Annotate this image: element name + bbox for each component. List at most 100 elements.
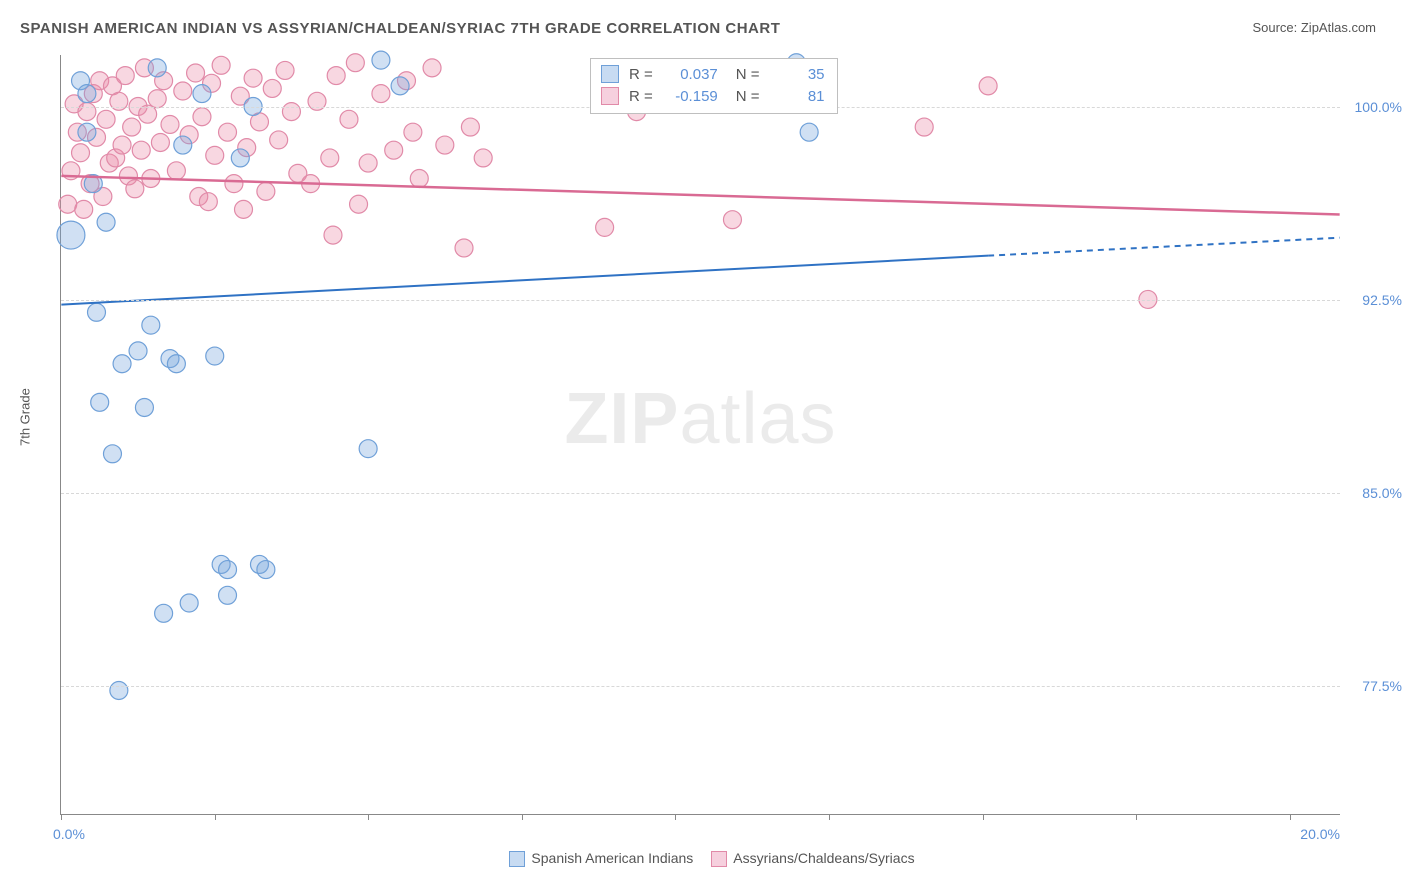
legend-swatch (711, 851, 727, 867)
scatter-point (59, 195, 77, 213)
legend-n-label: N = (736, 88, 760, 105)
correlation-chart: SPANISH AMERICAN INDIAN VS ASSYRIAN/CHAL… (20, 20, 1386, 872)
scatter-point (346, 54, 364, 72)
x-tick (983, 814, 984, 820)
scatter-point (91, 393, 109, 411)
chart-source: Source: ZipAtlas.com (1252, 20, 1376, 35)
scatter-point (139, 105, 157, 123)
scatter-point (282, 103, 300, 121)
scatter-point (244, 69, 262, 87)
regression-line (61, 176, 1339, 215)
legend-swatch (601, 87, 619, 105)
x-tick (675, 814, 676, 820)
scatter-point (350, 195, 368, 213)
scatter-point (461, 118, 479, 136)
scatter-point (410, 170, 428, 188)
scatter-point (219, 561, 237, 579)
legend-n-value: 35 (770, 66, 825, 83)
scatter-point (167, 162, 185, 180)
scatter-point (276, 61, 294, 79)
scatter-point (257, 561, 275, 579)
scatter-point (167, 355, 185, 373)
scatter-point (372, 51, 390, 69)
scatter-point (161, 115, 179, 133)
correlation-legend: R = 0.037 N = 35 R = -0.159 N = 81 (590, 58, 838, 114)
legend-r-label: R = (629, 66, 653, 83)
scatter-point (148, 59, 166, 77)
scatter-point (219, 123, 237, 141)
scatter-point (385, 141, 403, 159)
scatter-point (148, 90, 166, 108)
scatter-point (219, 586, 237, 604)
scatter-point (78, 123, 96, 141)
scatter-point (359, 154, 377, 172)
scatter-point (142, 316, 160, 334)
x-tick (829, 814, 830, 820)
y-tick-label: 92.5% (1347, 292, 1402, 308)
scatter-point (212, 56, 230, 74)
plot-svg (61, 55, 1340, 814)
scatter-point (151, 133, 169, 151)
scatter-point (110, 92, 128, 110)
scatter-point (97, 110, 115, 128)
grid-line (61, 300, 1340, 301)
scatter-point (57, 221, 85, 249)
scatter-point (78, 85, 96, 103)
scatter-point (103, 445, 121, 463)
scatter-point (187, 64, 205, 82)
x-tick (368, 814, 369, 820)
x-max-label: 20.0% (1300, 826, 1340, 842)
scatter-point (113, 355, 131, 373)
scatter-point (359, 440, 377, 458)
scatter-point (723, 211, 741, 229)
scatter-point (78, 103, 96, 121)
x-tick (215, 814, 216, 820)
scatter-point (193, 85, 211, 103)
scatter-point (436, 136, 454, 154)
y-tick-label: 100.0% (1347, 99, 1402, 115)
chart-title: SPANISH AMERICAN INDIAN VS ASSYRIAN/CHAL… (20, 20, 780, 37)
scatter-point (308, 92, 326, 110)
scatter-point (404, 123, 422, 141)
scatter-point (129, 342, 147, 360)
scatter-point (231, 149, 249, 167)
scatter-point (135, 398, 153, 416)
legend-swatch (509, 851, 525, 867)
x-tick (522, 814, 523, 820)
scatter-point (126, 180, 144, 198)
y-tick-label: 77.5% (1347, 678, 1402, 694)
scatter-point (97, 213, 115, 231)
scatter-point (257, 182, 275, 200)
scatter-point (321, 149, 339, 167)
scatter-point (206, 347, 224, 365)
grid-line (61, 493, 1340, 494)
legend-row: R = 0.037 N = 35 (601, 63, 825, 85)
legend-r-label: R = (629, 88, 653, 105)
scatter-point (324, 226, 342, 244)
legend-n-value: 81 (770, 88, 825, 105)
scatter-point (88, 303, 106, 321)
legend-r-value: -0.159 (663, 88, 718, 105)
scatter-point (174, 136, 192, 154)
legend-n-label: N = (736, 66, 760, 83)
bottom-legend: Spanish American IndiansAssyrians/Chalde… (20, 850, 1386, 867)
scatter-point (979, 77, 997, 95)
scatter-point (155, 604, 173, 622)
scatter-point (132, 141, 150, 159)
legend-series-label: Spanish American Indians (531, 850, 693, 866)
legend-row: R = -0.159 N = 81 (601, 85, 825, 107)
scatter-point (800, 123, 818, 141)
scatter-point (474, 149, 492, 167)
x-tick (1290, 814, 1291, 820)
scatter-point (206, 146, 224, 164)
scatter-point (372, 85, 390, 103)
scatter-point (75, 200, 93, 218)
scatter-point (915, 118, 933, 136)
regression-line-extension (988, 238, 1340, 256)
regression-line (61, 256, 988, 305)
scatter-point (270, 131, 288, 149)
legend-r-value: 0.037 (663, 66, 718, 83)
scatter-point (193, 108, 211, 126)
scatter-point (327, 67, 345, 85)
scatter-point (180, 594, 198, 612)
